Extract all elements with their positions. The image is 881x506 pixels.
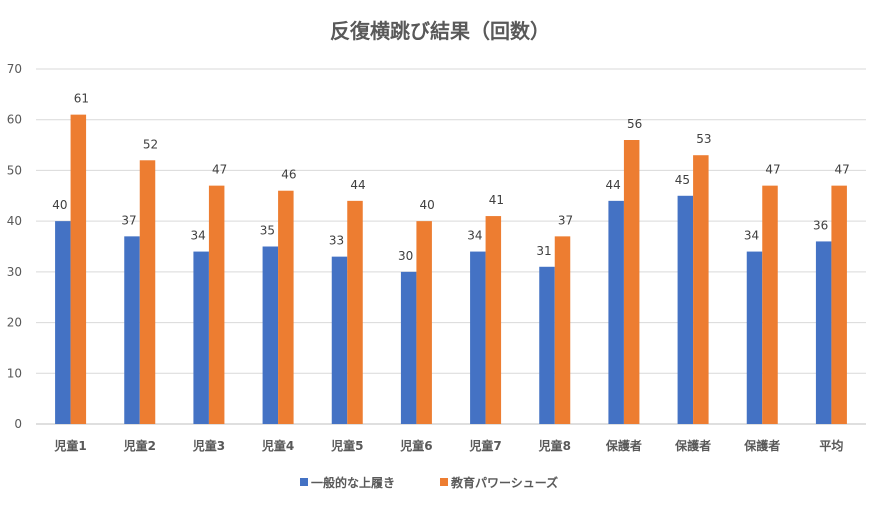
bar-uwabaki <box>331 256 348 424</box>
bar-uwabaki <box>124 236 140 424</box>
y-tick-label: 10 <box>7 366 22 380</box>
bar-power-shoes <box>70 114 87 425</box>
x-tick-label: 児童5 <box>330 438 363 453</box>
bar-uwabaki <box>262 246 279 424</box>
bar-power-shoes <box>831 185 847 424</box>
data-label: 45 <box>675 173 690 187</box>
data-label: 34 <box>467 229 482 243</box>
bar-uwabaki <box>539 266 555 424</box>
x-tick-label: 児童2 <box>123 438 156 453</box>
data-label: 47 <box>212 163 227 177</box>
data-label: 36 <box>813 218 828 232</box>
data-label: 46 <box>281 168 296 182</box>
y-tick-label: 70 <box>7 62 22 76</box>
data-label: 47 <box>835 163 850 177</box>
data-label: 35 <box>260 224 275 238</box>
data-label: 33 <box>329 234 344 248</box>
y-tick-label: 50 <box>7 163 22 177</box>
chart-title: 反復横跳び結果（回数） <box>330 19 550 43</box>
bar-power-shoes <box>208 185 225 424</box>
data-label: 37 <box>558 213 573 227</box>
y-tick-label: 40 <box>7 214 22 228</box>
data-label: 34 <box>191 229 206 243</box>
data-label: 47 <box>765 163 780 177</box>
bar-uwabaki <box>746 251 763 424</box>
legend-swatch <box>440 478 448 486</box>
data-label: 41 <box>489 193 504 207</box>
data-label: 52 <box>143 137 158 151</box>
bar-power-shoes <box>139 160 156 425</box>
bar-power-shoes <box>623 140 640 424</box>
bar-uwabaki <box>193 251 209 424</box>
bar-power-shoes <box>762 185 778 424</box>
bar-uwabaki <box>677 195 694 424</box>
data-label: 31 <box>536 244 551 258</box>
data-label: 40 <box>52 198 67 212</box>
legend-label: 教育パワーシューズ <box>450 475 558 490</box>
bar-power-shoes <box>278 190 294 424</box>
x-tick-label: 児童8 <box>538 438 571 453</box>
x-tick-label: 保護者 <box>674 438 711 453</box>
y-tick-label: 30 <box>7 265 22 279</box>
x-tick-label: 児童1 <box>53 438 86 453</box>
x-tick-label: 平均 <box>819 438 843 453</box>
data-label: 44 <box>606 178 621 192</box>
y-tick-label: 0 <box>14 417 22 431</box>
legend-label: 一般的な上履き <box>311 475 395 490</box>
bar-uwabaki <box>470 251 486 424</box>
data-label: 37 <box>121 213 136 227</box>
x-tick-label: 児童4 <box>261 438 294 453</box>
bar-uwabaki <box>55 221 71 424</box>
x-tick-label: 児童3 <box>192 438 225 453</box>
bar-power-shoes <box>347 200 363 424</box>
y-tick-label: 20 <box>7 316 22 330</box>
bar-power-shoes <box>416 221 432 424</box>
data-label: 40 <box>420 198 435 212</box>
x-tick-label: 児童7 <box>468 438 501 453</box>
bar-power-shoes <box>485 216 502 424</box>
data-label: 53 <box>696 132 711 146</box>
bar-uwabaki <box>815 241 832 424</box>
data-label: 34 <box>744 229 759 243</box>
bar-uwabaki <box>400 271 417 424</box>
bar-uwabaki <box>608 200 624 424</box>
x-tick-label: 児童6 <box>399 438 432 453</box>
y-tick-label: 60 <box>7 113 22 127</box>
legend-swatch <box>300 478 308 486</box>
bar-power-shoes <box>693 155 709 424</box>
data-label: 44 <box>350 178 365 192</box>
x-tick-label: 保護者 <box>605 438 642 453</box>
data-label: 30 <box>398 249 413 263</box>
data-label: 61 <box>74 92 89 106</box>
x-tick-label: 保護者 <box>743 438 780 453</box>
bar-power-shoes <box>554 236 571 424</box>
data-label: 56 <box>627 117 642 131</box>
